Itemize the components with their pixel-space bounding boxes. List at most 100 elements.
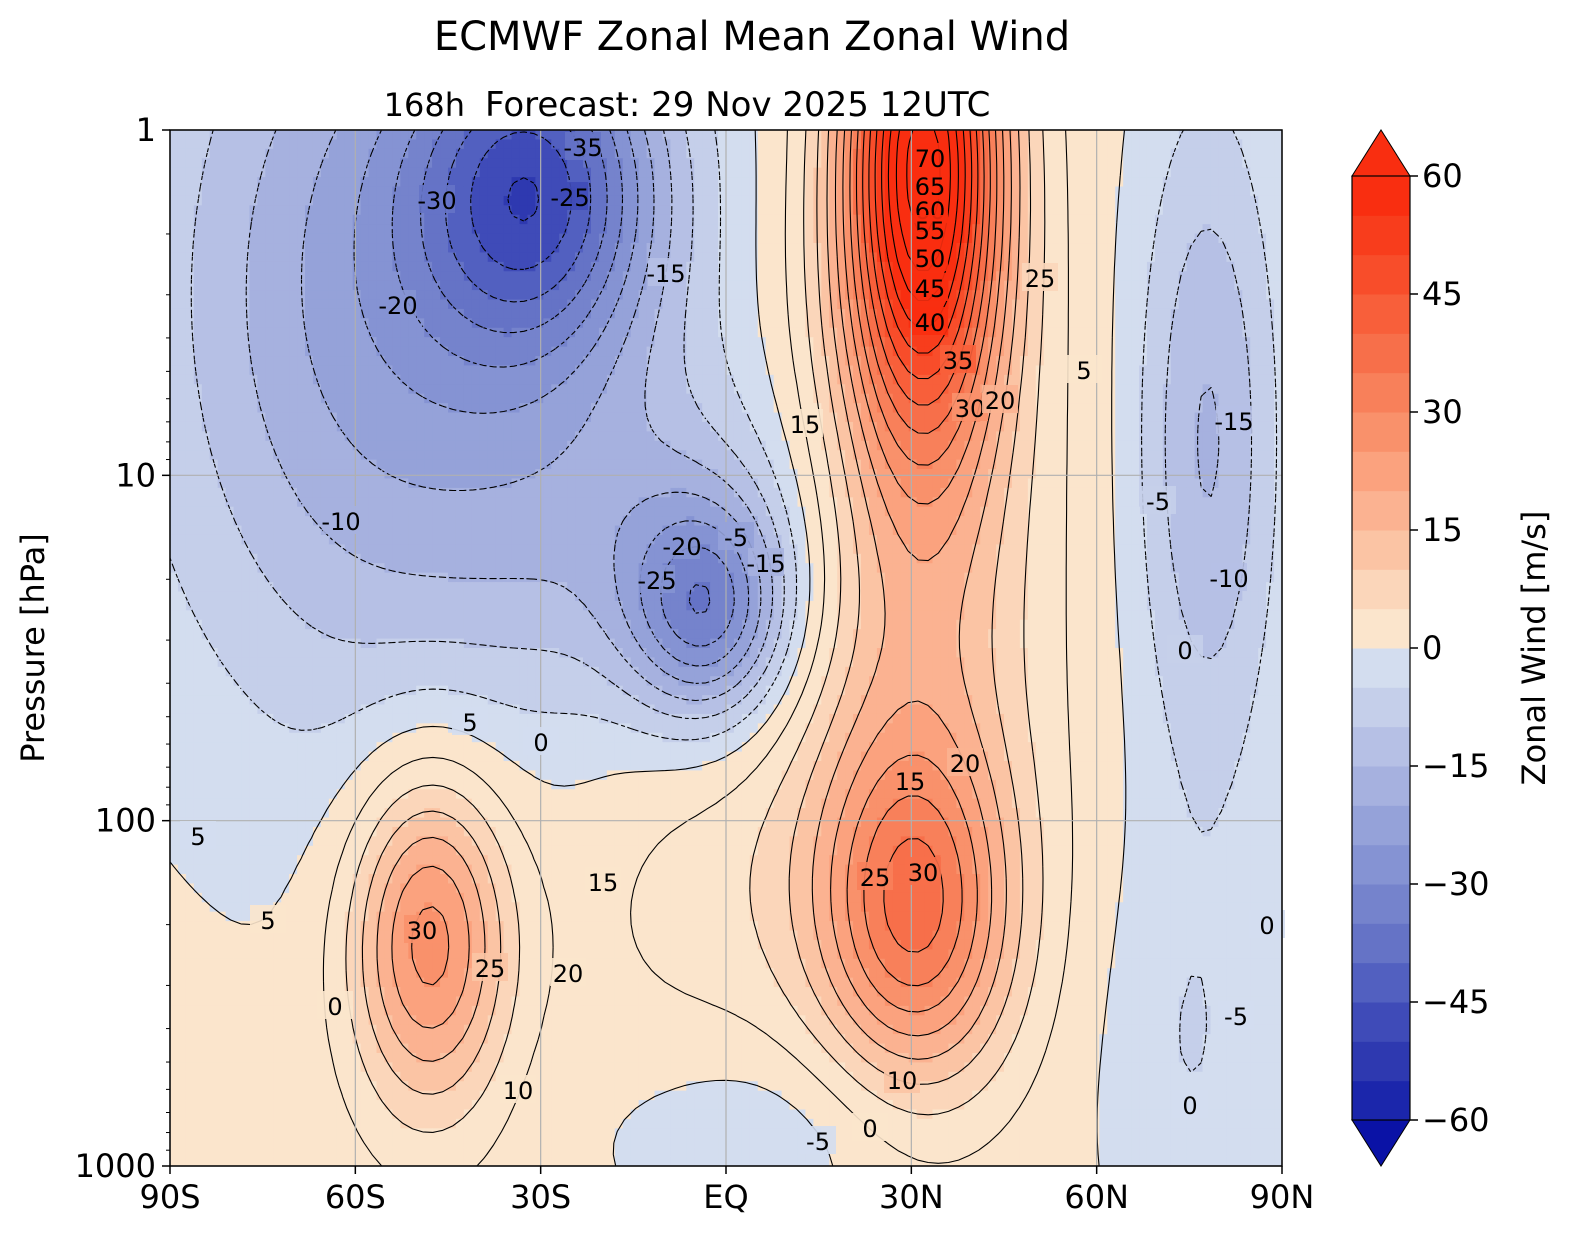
field-cell [622,158,632,169]
field-cell [1011,243,1021,254]
field-cell [177,243,187,254]
field-cell [440,374,449,385]
field-cell [185,374,195,385]
field-cell [1051,421,1061,432]
field-cell [344,308,354,319]
field-cell [1218,365,1227,376]
field-cell [773,177,783,188]
field-cell [1019,299,1029,310]
field-cell [1131,158,1140,169]
field-cell [1258,374,1267,385]
field-cell [1202,374,1212,385]
field-cell [1091,186,1100,197]
field-cell [527,271,536,282]
field-cell [249,252,258,263]
field-cell [916,356,926,367]
field-cell [559,167,568,178]
field-cell [773,318,783,329]
field-cell [996,186,1005,197]
field-cell [1170,412,1180,423]
field-cell [273,318,282,329]
field-cell [670,421,679,432]
field-cell [614,337,624,348]
field-cell [1226,148,1235,159]
field-cell [1250,224,1259,235]
field-cell [432,393,441,404]
field-cell [964,139,973,150]
field-cell [710,130,719,141]
field-cell [1234,233,1243,244]
field-cell [559,365,568,376]
field-cell [1250,158,1259,169]
field-cell [535,327,544,338]
field-cell [1258,337,1267,348]
field-cell [1139,403,1148,414]
field-cell [686,195,695,206]
field-cell [749,252,759,263]
field-cell [702,205,711,216]
field-cell [575,224,584,235]
field-cell [765,195,775,206]
field-cell [1011,167,1021,178]
field-cell [1051,393,1061,404]
field-cell [479,130,489,141]
field-cell [1059,195,1069,206]
field-cell [312,233,322,244]
field-cell [1274,412,1282,423]
field-cell [225,308,235,319]
field-cell [598,280,608,291]
field-cell [471,299,481,310]
field-cell [551,158,560,169]
field-cell [598,459,608,470]
field-cell [805,365,814,376]
field-cell [908,403,918,414]
field-cell [384,261,393,272]
field-cell [996,167,1005,178]
field-cell [813,374,822,385]
field-cell [678,177,687,188]
field-cell [551,318,560,329]
field-cell [424,337,433,348]
field-cell [209,337,219,348]
field-cell [177,261,187,272]
field-cell [328,337,338,348]
field-cell [440,177,449,188]
field-cell [1004,280,1013,291]
field-cell [1091,261,1100,272]
field-cell [988,280,997,291]
field-cell [344,233,354,244]
field-cell [559,158,568,169]
field-cell [1170,271,1180,282]
field-cell [424,299,433,310]
field-cell [233,365,243,376]
field-cell [487,337,497,348]
field-cell [964,158,973,169]
field-cell [1266,280,1275,291]
field-cell [1178,271,1188,282]
field-cell [726,356,735,367]
field-cell [376,186,386,197]
field-cell [1218,130,1227,141]
field-cell [193,308,203,319]
field-cell [257,177,266,188]
field-cell [448,337,457,348]
field-cell [1274,374,1282,385]
field-cell [726,139,735,150]
field-cell [1194,224,1204,235]
field-cell [320,365,330,376]
field-cell [940,130,949,141]
field-cell [1091,412,1100,423]
field-cell [1011,252,1021,263]
field-cell [853,252,862,263]
field-cell [1242,280,1251,291]
field-cell [741,299,751,310]
field-cell [201,308,211,319]
field-cell [495,290,505,301]
field-cell [479,412,489,423]
field-cell [249,233,258,244]
field-cell [1043,186,1053,197]
field-cell [368,374,378,385]
field-cell [1027,130,1037,141]
field-cell [1250,393,1259,404]
field-cell [1059,261,1069,272]
